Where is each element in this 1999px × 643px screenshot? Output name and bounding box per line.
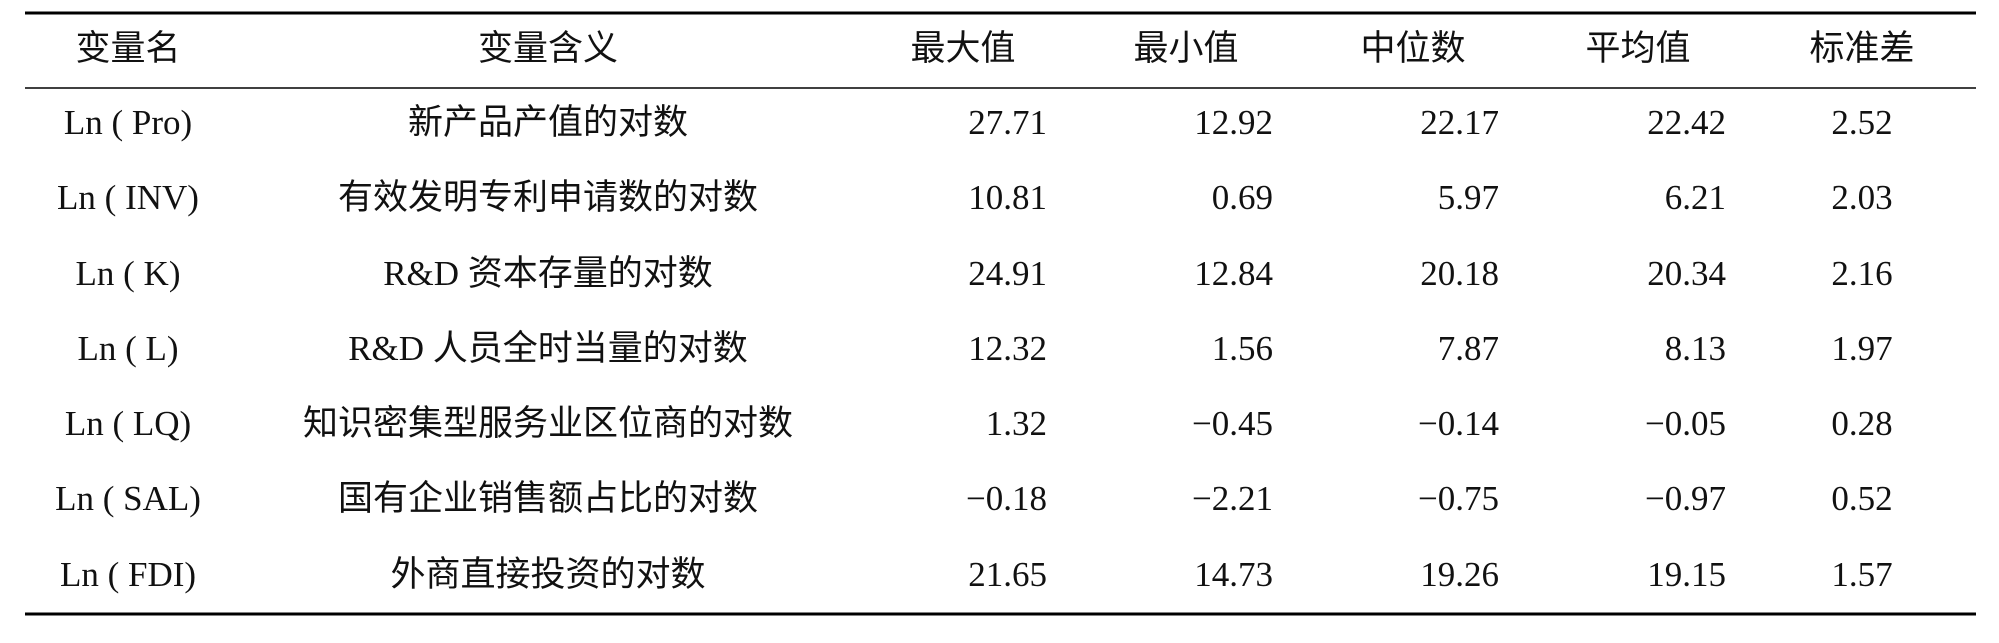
table-cell: −0.45 bbox=[1192, 404, 1273, 443]
table-cell: Ln ( INV) bbox=[57, 178, 199, 217]
table-cell: Ln ( LQ) bbox=[65, 404, 191, 443]
header-cell: 变量名 bbox=[75, 29, 180, 68]
table-cell: Ln ( L) bbox=[77, 329, 178, 368]
header-cell: 变量含义 bbox=[478, 29, 618, 68]
table-cell: 1.97 bbox=[1831, 329, 1892, 368]
table-cell: 5.97 bbox=[1438, 178, 1499, 217]
table-cell: 6.21 bbox=[1665, 178, 1726, 217]
table-cell: 12.32 bbox=[968, 329, 1047, 368]
table-cell: 19.15 bbox=[1647, 555, 1726, 594]
table-cell: 27.71 bbox=[968, 103, 1047, 142]
table-cell: 22.42 bbox=[1647, 103, 1726, 142]
table-cell: −0.18 bbox=[966, 479, 1047, 518]
table-cell: −0.14 bbox=[1418, 404, 1499, 443]
table-cell: Ln ( K) bbox=[76, 254, 181, 293]
table-cell: 有效发明专利申请数的对数 bbox=[338, 178, 758, 217]
table-cell: 0.52 bbox=[1831, 479, 1892, 518]
table-cell: R&D 人员全时当量的对数 bbox=[348, 329, 748, 368]
table-cell: 0.28 bbox=[1831, 404, 1892, 443]
table-cell: 2.52 bbox=[1831, 103, 1892, 142]
table-cell: Ln ( FDI) bbox=[60, 555, 196, 594]
table-cell: 外商直接投资的对数 bbox=[390, 555, 705, 594]
table-cell: 2.03 bbox=[1831, 178, 1892, 217]
table-cell: 21.65 bbox=[968, 555, 1047, 594]
table-cell: 新产品产值的对数 bbox=[408, 103, 688, 142]
table-cell: −0.97 bbox=[1645, 479, 1726, 518]
table-cell: 1.56 bbox=[1212, 329, 1273, 368]
table-cell: 19.26 bbox=[1420, 555, 1499, 594]
header-cell: 最大值 bbox=[910, 29, 1015, 68]
table-cell: 7.87 bbox=[1438, 329, 1499, 368]
table-cell: −0.05 bbox=[1645, 404, 1726, 443]
table-cell: 12.92 bbox=[1194, 103, 1273, 142]
table-cell: R&D 资本存量的对数 bbox=[383, 254, 713, 293]
table-cell: −0.75 bbox=[1418, 479, 1499, 518]
table-cell: 2.16 bbox=[1831, 254, 1892, 293]
table-cell: −2.21 bbox=[1192, 479, 1273, 518]
table-cell: 1.32 bbox=[986, 404, 1047, 443]
table-cell: 1.57 bbox=[1831, 555, 1892, 594]
header-cell: 平均值 bbox=[1585, 29, 1690, 68]
table-cell: 10.81 bbox=[968, 178, 1047, 217]
table-cell: 知识密集型服务业区位商的对数 bbox=[303, 404, 793, 443]
table-cell: 0.69 bbox=[1212, 178, 1273, 217]
table-cell: 14.73 bbox=[1194, 555, 1273, 594]
header-cell: 标准差 bbox=[1809, 29, 1914, 68]
table-cell: 20.18 bbox=[1420, 254, 1499, 293]
table-cell: Ln ( Pro) bbox=[64, 103, 192, 142]
table-cell: Ln ( SAL) bbox=[55, 479, 201, 518]
table-cell: 20.34 bbox=[1647, 254, 1726, 293]
table-cell: 22.17 bbox=[1420, 103, 1499, 142]
header-cell: 中位数 bbox=[1360, 29, 1465, 68]
table-cell: 8.13 bbox=[1665, 329, 1726, 368]
table-cell: 24.91 bbox=[968, 254, 1047, 293]
header-cell: 最小值 bbox=[1133, 29, 1238, 68]
table-cell: 12.84 bbox=[1194, 254, 1273, 293]
table-cell: 国有企业销售额占比的对数 bbox=[338, 479, 758, 518]
